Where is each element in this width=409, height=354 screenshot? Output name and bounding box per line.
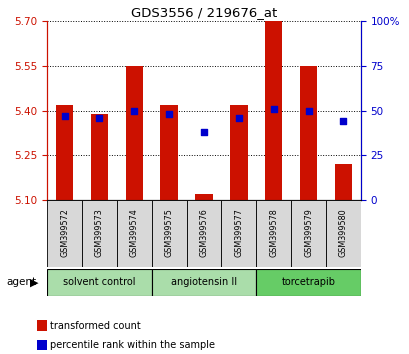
Bar xyxy=(47,269,151,296)
Bar xyxy=(256,200,290,267)
Bar xyxy=(186,200,221,267)
Bar xyxy=(151,269,256,296)
Bar xyxy=(334,164,351,200)
Bar xyxy=(264,21,282,200)
Bar xyxy=(82,200,117,267)
Bar xyxy=(299,66,317,200)
Text: percentile rank within the sample: percentile rank within the sample xyxy=(50,340,215,350)
Bar xyxy=(256,269,360,296)
Text: GSM399576: GSM399576 xyxy=(199,208,208,257)
Text: GSM399575: GSM399575 xyxy=(164,208,173,257)
Bar xyxy=(290,200,325,267)
Point xyxy=(235,115,242,121)
Text: ▶: ▶ xyxy=(30,277,38,287)
Text: GSM399572: GSM399572 xyxy=(60,208,69,257)
Point xyxy=(200,129,207,135)
Bar xyxy=(160,105,178,200)
Text: angiotensin II: angiotensin II xyxy=(171,277,236,287)
Point xyxy=(61,113,68,119)
Bar xyxy=(117,200,151,267)
Bar xyxy=(221,200,256,267)
Text: GSM399578: GSM399578 xyxy=(269,208,277,257)
Bar xyxy=(56,105,73,200)
Text: GSM399574: GSM399574 xyxy=(130,208,138,257)
Text: GSM399573: GSM399573 xyxy=(95,208,103,257)
Bar xyxy=(90,114,108,200)
Point xyxy=(339,119,346,124)
Text: agent: agent xyxy=(6,277,36,287)
Point xyxy=(270,106,276,112)
Text: solvent control: solvent control xyxy=(63,277,135,287)
Bar xyxy=(195,194,212,200)
Text: GSM399577: GSM399577 xyxy=(234,208,243,257)
Text: GSM399579: GSM399579 xyxy=(303,208,312,257)
Bar xyxy=(229,105,247,200)
Bar xyxy=(47,200,82,267)
Point xyxy=(166,112,172,117)
Point xyxy=(131,108,137,113)
Text: torcetrapib: torcetrapib xyxy=(281,277,335,287)
Text: transformed count: transformed count xyxy=(50,321,141,331)
Bar xyxy=(325,200,360,267)
Point xyxy=(96,115,103,121)
Bar xyxy=(125,66,143,200)
Bar xyxy=(151,200,186,267)
Point xyxy=(305,108,311,113)
Text: GSM399580: GSM399580 xyxy=(338,208,347,257)
Title: GDS3556 / 219676_at: GDS3556 / 219676_at xyxy=(130,6,276,19)
